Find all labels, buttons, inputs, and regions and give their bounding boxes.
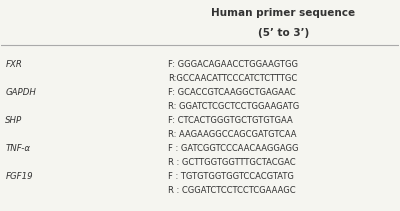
Text: Human primer sequence: Human primer sequence bbox=[211, 8, 356, 18]
Text: R:GCCAACATTCCCATCTCTTTGC: R:GCCAACATTCCCATCTCTTTGC bbox=[168, 74, 298, 83]
Text: F : GATCGGTCCCAACAAGGAGG: F : GATCGGTCCCAACAAGGAGG bbox=[168, 144, 299, 153]
Text: GAPDH: GAPDH bbox=[5, 88, 36, 97]
Text: SHP: SHP bbox=[5, 116, 23, 125]
Text: R : GCTTGGTGGTTTGCTACGAC: R : GCTTGGTGGTTTGCTACGAC bbox=[168, 158, 296, 167]
Text: R: AAGAAGGCCAGCGATGTCAA: R: AAGAAGGCCAGCGATGTCAA bbox=[168, 130, 297, 139]
Text: F: GCACCGTCAAGGCTGAGAAC: F: GCACCGTCAAGGCTGAGAAC bbox=[168, 88, 296, 97]
Text: FGF19: FGF19 bbox=[5, 172, 33, 181]
Text: R: GGATCTCGCTCCTGGAAGATG: R: GGATCTCGCTCCTGGAAGATG bbox=[168, 102, 300, 111]
Text: F : TGTGTGGTGGTCCACGTATG: F : TGTGTGGTGGTCCACGTATG bbox=[168, 172, 294, 181]
Text: R : CGGATCTCCTCCTCGAAAGC: R : CGGATCTCCTCCTCGAAAGC bbox=[168, 186, 296, 195]
Text: F: GGGACAGAACCTGGAAGTGG: F: GGGACAGAACCTGGAAGTGG bbox=[168, 60, 298, 69]
Text: FXR: FXR bbox=[5, 60, 22, 69]
Text: TNF-α: TNF-α bbox=[5, 144, 30, 153]
Text: F: CTCACTGGGTGCTGTGTGAA: F: CTCACTGGGTGCTGTGTGAA bbox=[168, 116, 293, 125]
Text: (5’ to 3’): (5’ to 3’) bbox=[258, 28, 309, 38]
